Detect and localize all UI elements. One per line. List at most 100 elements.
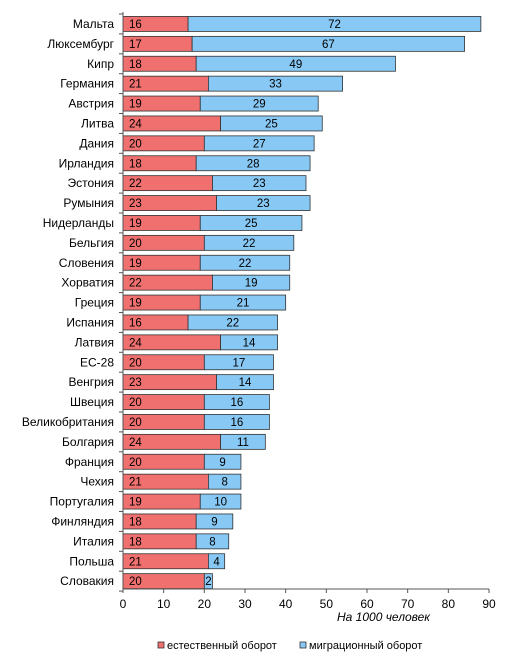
value-label-migration: 49	[289, 59, 302, 71]
value-label-natural: 19	[129, 99, 142, 111]
x-tick-label: 50	[320, 597, 334, 611]
value-label-natural: 20	[129, 357, 142, 369]
bar-migration	[199, 294, 287, 311]
legend-label: миграционный оборот	[309, 640, 422, 652]
value-label-migration: 9	[211, 516, 217, 528]
value-label-natural: 22	[129, 178, 142, 190]
bar-migration	[199, 254, 291, 271]
value-label-natural: 18	[129, 158, 142, 170]
value-label-natural: 16	[129, 317, 142, 329]
x-tick-label: 30	[238, 597, 252, 611]
bar-migration	[195, 533, 230, 550]
value-label-natural: 23	[129, 377, 142, 389]
value-label-natural: 22	[129, 278, 142, 290]
bar-migration	[199, 215, 303, 231]
value-label-natural: 20	[129, 397, 142, 409]
value-label-migration: 27	[253, 138, 266, 150]
bar-migration	[207, 553, 226, 570]
bar-migration	[220, 433, 266, 450]
value-label-natural: 18	[129, 536, 142, 548]
bar-migration	[212, 274, 291, 291]
legend-swatch	[299, 641, 307, 649]
value-label-migration: 21	[237, 298, 250, 310]
bar-migration	[203, 414, 270, 430]
value-label-natural: 19	[129, 497, 142, 509]
value-label-migration: 8	[221, 477, 227, 489]
value-label-natural: 24	[129, 118, 142, 130]
value-label-migration: 8	[209, 536, 215, 548]
value-label-migration: 29	[253, 99, 266, 111]
value-label-migration: 25	[265, 118, 278, 130]
legend-swatch	[157, 641, 165, 649]
legend: естественный оборот миграционный оборот	[157, 640, 422, 652]
bar-migration	[187, 16, 482, 32]
bar-migration	[212, 175, 307, 192]
value-label-migration: 72	[328, 19, 341, 31]
category-label: Мальта	[73, 17, 114, 31]
value-label-migration: 14	[239, 377, 252, 389]
value-label-migration: 25	[245, 218, 258, 230]
category-label: Ирландия	[59, 156, 114, 170]
value-label-migration: 9	[219, 457, 225, 469]
bar-migration	[199, 95, 319, 112]
value-label-natural: 20	[129, 238, 142, 250]
category-label: Нидерланды	[43, 216, 114, 230]
category-label: Кипр	[87, 57, 114, 71]
value-label-natural: 18	[129, 59, 142, 71]
category-label: Швеция	[70, 395, 114, 409]
category-label: Хорватия	[61, 276, 114, 290]
category-label: Чехия	[80, 475, 114, 489]
bar-migration	[195, 55, 396, 72]
bar-migration	[216, 195, 311, 211]
category-label: Словакия	[60, 574, 114, 588]
value-label-natural: 20	[129, 417, 142, 429]
category-label: Литва	[81, 116, 114, 130]
category-label: Венгрия	[68, 375, 114, 389]
value-label-natural: 21	[129, 79, 142, 91]
value-label-migration: 23	[257, 198, 270, 210]
category-label: Бельгия	[69, 236, 114, 250]
bar-migration	[191, 35, 466, 52]
category-label: Испания	[66, 315, 114, 329]
value-label-migration: 22	[239, 258, 252, 270]
category-label: Греция	[75, 296, 114, 310]
value-label-migration: 17	[233, 357, 246, 369]
x-tick-label: 80	[442, 597, 456, 611]
value-label-natural: 20	[129, 576, 142, 588]
category-label: Великобритания	[22, 415, 114, 429]
category-label: Германия	[60, 77, 114, 91]
x-tick-label: 90	[482, 597, 496, 611]
bar-migration	[203, 135, 315, 152]
x-axis-title: На 1000 человек	[337, 610, 431, 624]
value-label-migration: 14	[243, 337, 256, 349]
category-label: Румыния	[63, 196, 114, 210]
category-label: Дания	[79, 136, 114, 150]
value-label-natural: 21	[129, 477, 142, 489]
bar-migration	[203, 394, 270, 410]
value-label-natural: 19	[129, 298, 142, 310]
x-tick-label: 10	[157, 597, 171, 611]
x-tick-label: 70	[401, 597, 415, 611]
category-label: Болгария	[62, 435, 114, 449]
category-label: Австрия	[68, 97, 114, 111]
value-label-natural: 19	[129, 258, 142, 270]
value-label-natural: 20	[129, 457, 142, 469]
bar-migration	[199, 493, 242, 510]
bar-migration	[203, 234, 295, 251]
x-tick-label: 0	[120, 597, 127, 611]
value-label-migration: 10	[214, 497, 227, 509]
category-label: Франция	[65, 455, 114, 469]
value-label-migration: 2	[205, 576, 211, 588]
bar-migration	[195, 513, 234, 530]
value-label-migration: 16	[230, 397, 243, 409]
legend-label: естественный оборот	[167, 640, 277, 652]
value-label-natural: 20	[129, 138, 142, 150]
category-label: Словения	[59, 256, 114, 270]
bar-migration	[195, 155, 311, 172]
value-label-natural: 19	[129, 218, 142, 230]
value-label-migration: 22	[226, 317, 239, 329]
bar-migration	[187, 314, 278, 331]
